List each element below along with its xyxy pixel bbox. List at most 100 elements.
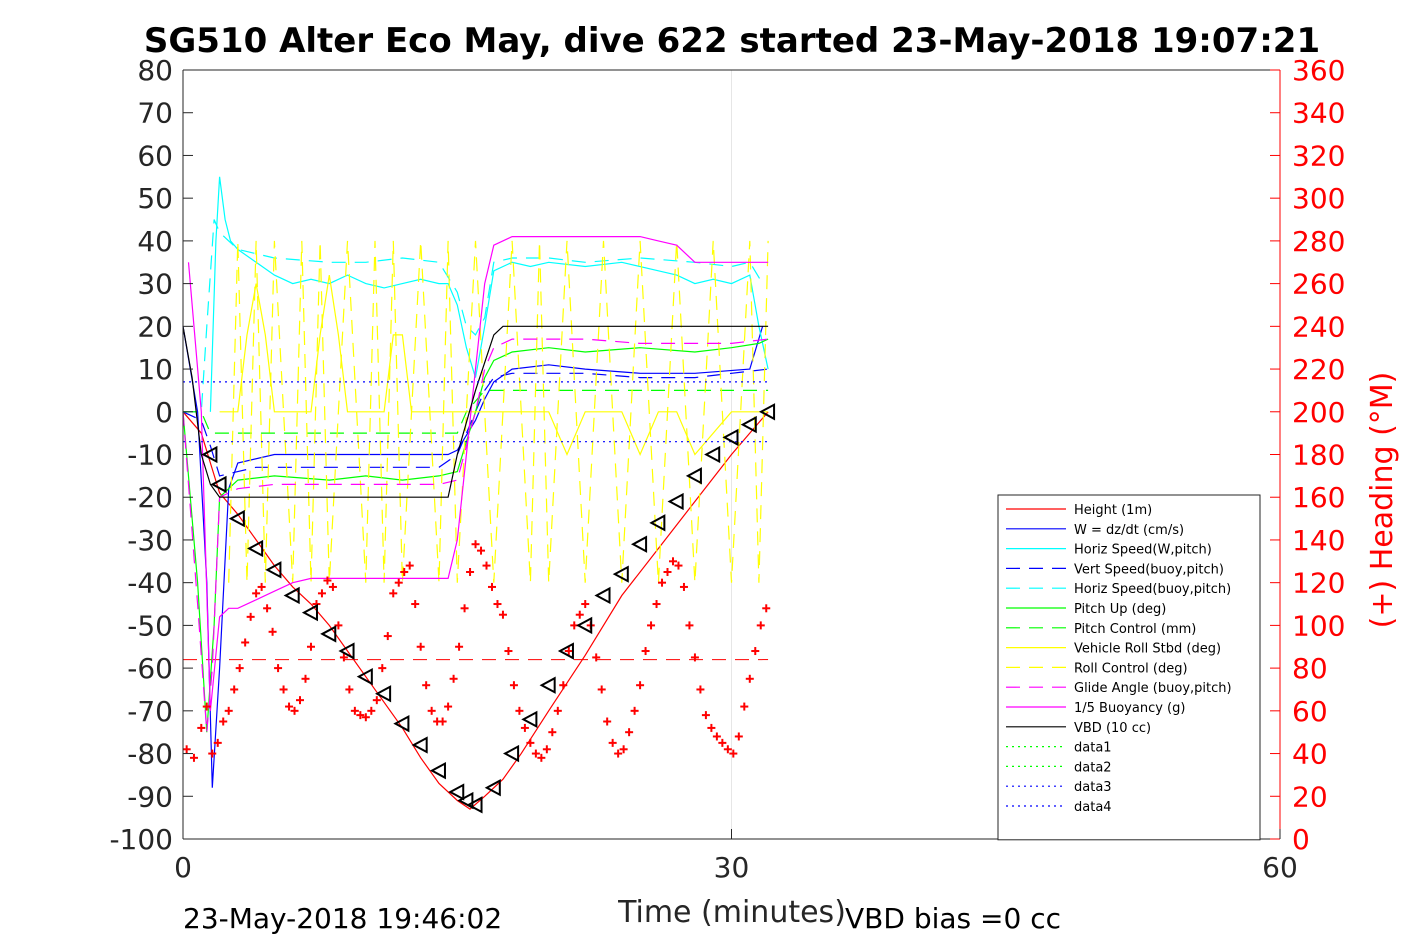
right-tick-label: 40 [1292,738,1328,771]
triangle-marker [521,710,538,729]
heading-point [471,540,480,549]
triangle-marker [320,625,337,643]
heading-point [460,604,469,613]
heading-point [350,706,359,715]
left-tick-label: 40 [137,225,173,258]
left-tick-label: -80 [127,738,173,771]
triangle-marker [201,445,218,464]
left-tick-label: -20 [127,481,173,514]
triangle-marker [740,415,757,434]
right-tick-label: 320 [1292,139,1345,172]
legend-entry: data1 [1074,741,1112,756]
heading-point [317,589,326,598]
triangle-marker [722,428,739,447]
series-line-1 [182,326,764,788]
left-tick-label: -60 [127,652,173,685]
heading-point [542,745,551,754]
heading-point [668,557,677,566]
left-tick-label: 80 [137,54,173,87]
heading-point [745,674,754,683]
heading-point [378,664,387,673]
heading-point [531,749,540,758]
footer-vbd-bias: VBD bias =0 cc [845,902,1061,935]
chart-title: SG510 Alter Eco May, dive 622 started 23… [144,21,1320,61]
right-tick-label: 340 [1292,97,1345,130]
heading-point [383,632,392,641]
heading-point [356,711,365,720]
right-tick-label: 100 [1292,609,1345,642]
triangle-marker [758,403,776,421]
heading-point [422,681,431,690]
series-line-0 [182,411,769,810]
heading-point [449,674,458,683]
heading-point [268,627,277,636]
series-line-2 [209,176,769,412]
heading-point [466,567,475,576]
right-tick-label: 220 [1292,353,1345,386]
legend-entry: Pitch Control (mm) [1074,622,1196,637]
legend-entry: Vert Speed(buoy,pitch) [1074,562,1224,577]
heading-point [301,674,310,683]
heading-point [367,706,376,715]
heading-point [723,745,732,754]
left-tick-label: -50 [127,609,173,642]
left-tick-label: 30 [137,268,173,301]
triangle-marker [356,667,373,686]
triangle-marker [594,586,611,605]
footer-timestamp: 23-May-2018 19:46:02 [183,902,502,935]
heading-point [306,642,315,651]
triangle-marker [338,642,355,660]
heading-point [520,723,529,732]
heading-point [712,732,721,741]
heading-point [202,702,211,711]
heading-point [279,685,288,694]
heading-point [416,642,425,651]
heading-point [230,685,239,694]
heading-point [389,589,398,598]
left-tick-label: -100 [109,823,173,856]
left-tick-label: -70 [127,695,173,728]
heading-point [564,647,573,656]
left-tick-label: 0 [155,396,173,429]
heading-point [361,713,370,722]
triangle-marker [630,535,648,553]
right-tick-label: 120 [1292,567,1345,600]
triangle-marker [612,565,629,583]
heading-point [444,702,453,711]
legend-entry: Roll Control (deg) [1074,661,1188,676]
left-tick-label: 20 [137,310,173,343]
heading-point [334,621,343,630]
legend: Height (1m) W = dz/dt (cm/s) Horiz Speed(W… [997,494,1261,841]
heading-point [679,582,688,591]
series-layer [182,176,776,814]
series-line-4 [183,219,764,413]
left-tick-label: 10 [137,353,173,386]
triangle-marker [576,616,593,635]
heading-point [487,582,496,591]
heading-point [608,738,617,747]
heading-point [252,589,261,598]
heading-point [636,681,645,690]
triangle-marker [557,642,574,660]
heading-point [339,653,348,662]
heading-point [625,728,634,737]
triangle-marker [667,492,684,511]
heading-point [274,664,283,673]
heading-point [756,621,765,630]
heading-point [482,561,491,570]
right-tick-label: 240 [1292,310,1345,343]
right-tick-label: 80 [1292,652,1328,685]
heading-point [559,681,568,690]
series-line-10 [187,236,769,711]
heading-point [630,706,639,715]
heading-point [263,604,272,613]
heading-point [734,732,743,741]
heading-point [182,745,191,754]
heading-point [575,610,584,619]
heading-point [685,621,694,630]
right-axis-label: (+) Heading (°M) [1365,372,1400,629]
heading-point [658,578,667,587]
heading-point [663,567,672,576]
heading-point [400,567,409,576]
heading-point [257,582,266,591]
